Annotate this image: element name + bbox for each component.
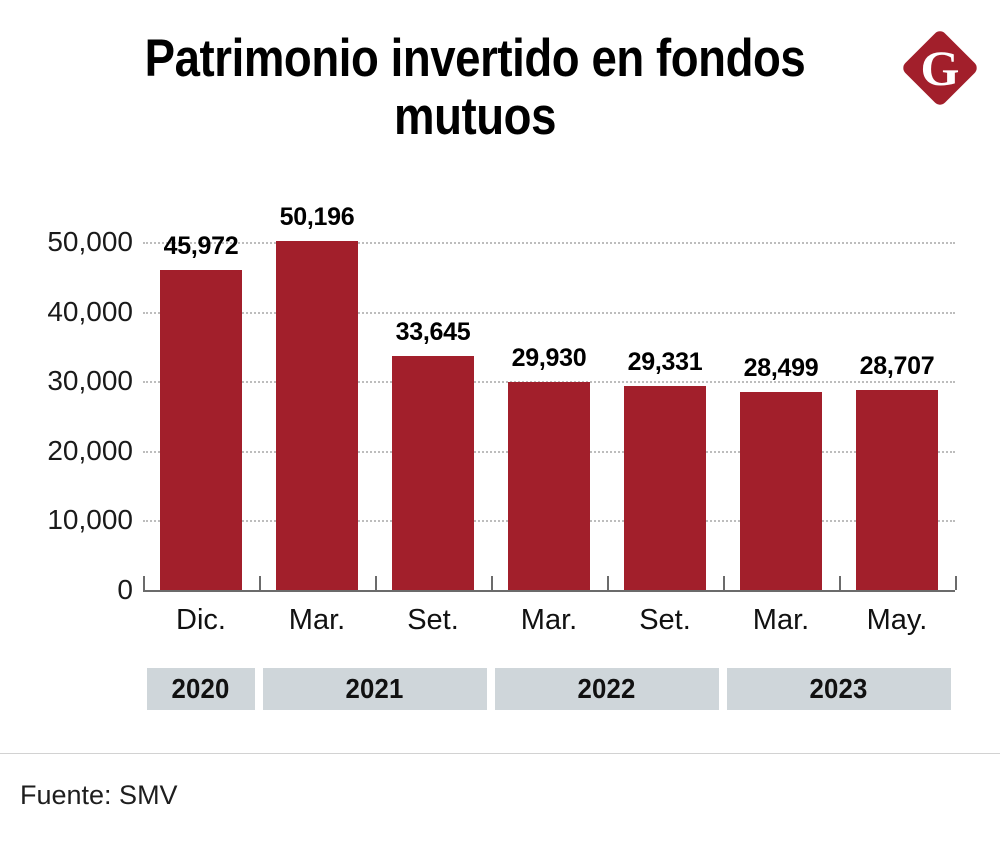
year-band-label: 2022 [577,673,637,704]
year-band: 2021 [263,668,487,710]
bar-value-label: 29,930 [511,343,587,372]
bar-value-label: 50,196 [279,202,355,231]
bar[interactable] [160,270,242,590]
bar-value-label: 28,707 [859,352,935,381]
x-axis-month-label: Mar. [752,604,810,636]
year-band-label: 2021 [345,673,405,704]
bar[interactable] [276,240,358,590]
year-band: 2020 [147,668,255,710]
bar-value-label: 28,499 [743,353,819,382]
bar[interactable] [508,381,590,590]
x-axis-month-label: Dic. [176,604,226,636]
bar-value-label: 33,645 [395,317,471,346]
x-axis-month-label: Mar. [288,604,346,636]
x-axis-month-label: Set. [407,604,459,636]
bar-value-label: 45,972 [163,232,239,261]
footer-divider [0,753,1000,754]
year-band-label: 2020 [171,673,231,704]
year-band: 2022 [495,668,719,710]
bar[interactable] [392,355,474,590]
logo-diamond-shape [903,31,977,105]
logo-letter: G [921,40,960,96]
bar[interactable] [856,390,938,590]
x-axis-month-label: May. [866,604,928,636]
x-axis-month-label: Set. [639,604,691,636]
source-note: Fuente: SMV [20,780,178,810]
x-axis-month-label: Mar. [520,604,578,636]
bar-value-label: 29,331 [627,347,703,376]
bar[interactable] [624,385,706,590]
chart-header: Patrimonio invertido en fondos mutuos G [0,0,1000,185]
year-band-label: 2023 [809,673,869,704]
page-title: Patrimonio invertido en fondos mutuos [144,29,806,147]
gestion-diamond-logo: G [898,26,982,110]
bar[interactable] [740,391,822,590]
year-band: 2023 [727,668,951,710]
